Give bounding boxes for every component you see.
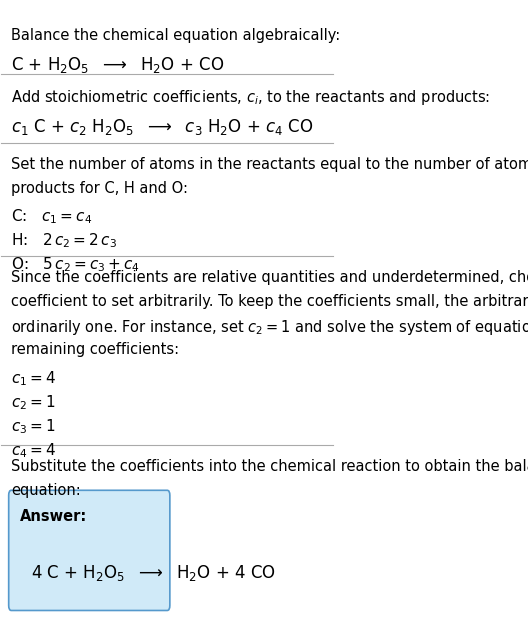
- Text: $c_1 = 4$: $c_1 = 4$: [11, 369, 56, 388]
- Text: Since the coefficients are relative quantities and underdetermined, choose a: Since the coefficients are relative quan…: [11, 270, 528, 285]
- Text: Balance the chemical equation algebraically:: Balance the chemical equation algebraica…: [11, 28, 341, 43]
- Text: $c_4 = 4$: $c_4 = 4$: [11, 441, 56, 459]
- Text: H:   $2\,c_2 = 2\,c_3$: H: $2\,c_2 = 2\,c_3$: [11, 231, 117, 250]
- Text: 4 C + H$_2$O$_5$  $\longrightarrow$  H$_2$O + 4 CO: 4 C + H$_2$O$_5$ $\longrightarrow$ H$_2$…: [31, 562, 276, 583]
- Text: C + H$_2$O$_5$  $\longrightarrow$  H$_2$O + CO: C + H$_2$O$_5$ $\longrightarrow$ H$_2$O …: [11, 56, 224, 75]
- Text: coefficient to set arbitrarily. To keep the coefficients small, the arbitrary va: coefficient to set arbitrarily. To keep …: [11, 294, 528, 309]
- Text: remaining coefficients:: remaining coefficients:: [11, 342, 180, 357]
- Text: $c_1$ C + $c_2$ H$_2$O$_5$  $\longrightarrow$  $c_3$ H$_2$O + $c_4$ CO: $c_1$ C + $c_2$ H$_2$O$_5$ $\longrightar…: [11, 117, 314, 137]
- Text: equation:: equation:: [11, 483, 81, 498]
- FancyBboxPatch shape: [8, 490, 170, 611]
- Text: $c_3 = 1$: $c_3 = 1$: [11, 417, 56, 436]
- Text: Answer:: Answer:: [20, 509, 87, 524]
- Text: C:   $c_1 = c_4$: C: $c_1 = c_4$: [11, 207, 92, 226]
- Text: products for C, H and O:: products for C, H and O:: [11, 181, 188, 196]
- Text: Set the number of atoms in the reactants equal to the number of atoms in the: Set the number of atoms in the reactants…: [11, 157, 528, 172]
- Text: O:   $5\,c_2 = c_3 + c_4$: O: $5\,c_2 = c_3 + c_4$: [11, 255, 140, 274]
- Text: ordinarily one. For instance, set $c_2 = 1$ and solve the system of equations fo: ordinarily one. For instance, set $c_2 =…: [11, 318, 528, 337]
- Text: Substitute the coefficients into the chemical reaction to obtain the balanced: Substitute the coefficients into the che…: [11, 459, 528, 474]
- Text: $c_2 = 1$: $c_2 = 1$: [11, 393, 56, 412]
- Text: Add stoichiometric coefficients, $c_i$, to the reactants and products:: Add stoichiometric coefficients, $c_i$, …: [11, 88, 491, 107]
